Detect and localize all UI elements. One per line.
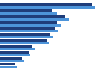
Bar — [0, 30, 58, 33]
Bar — [0, 9, 52, 12]
Bar — [0, 24, 61, 27]
Bar — [0, 15, 65, 18]
Bar — [0, 3, 92, 6]
Bar — [0, 57, 22, 59]
Bar — [0, 18, 69, 21]
Bar — [0, 39, 47, 42]
Bar — [0, 42, 49, 44]
Bar — [0, 33, 50, 36]
Bar — [0, 27, 55, 30]
Bar — [0, 54, 30, 56]
Bar — [0, 36, 53, 38]
Bar — [0, 66, 17, 68]
Bar — [0, 45, 32, 48]
Bar — [0, 6, 95, 9]
Bar — [0, 21, 57, 24]
Bar — [0, 60, 24, 62]
Bar — [0, 48, 35, 50]
Bar — [0, 51, 29, 54]
Bar — [0, 12, 57, 15]
Bar — [0, 63, 15, 65]
